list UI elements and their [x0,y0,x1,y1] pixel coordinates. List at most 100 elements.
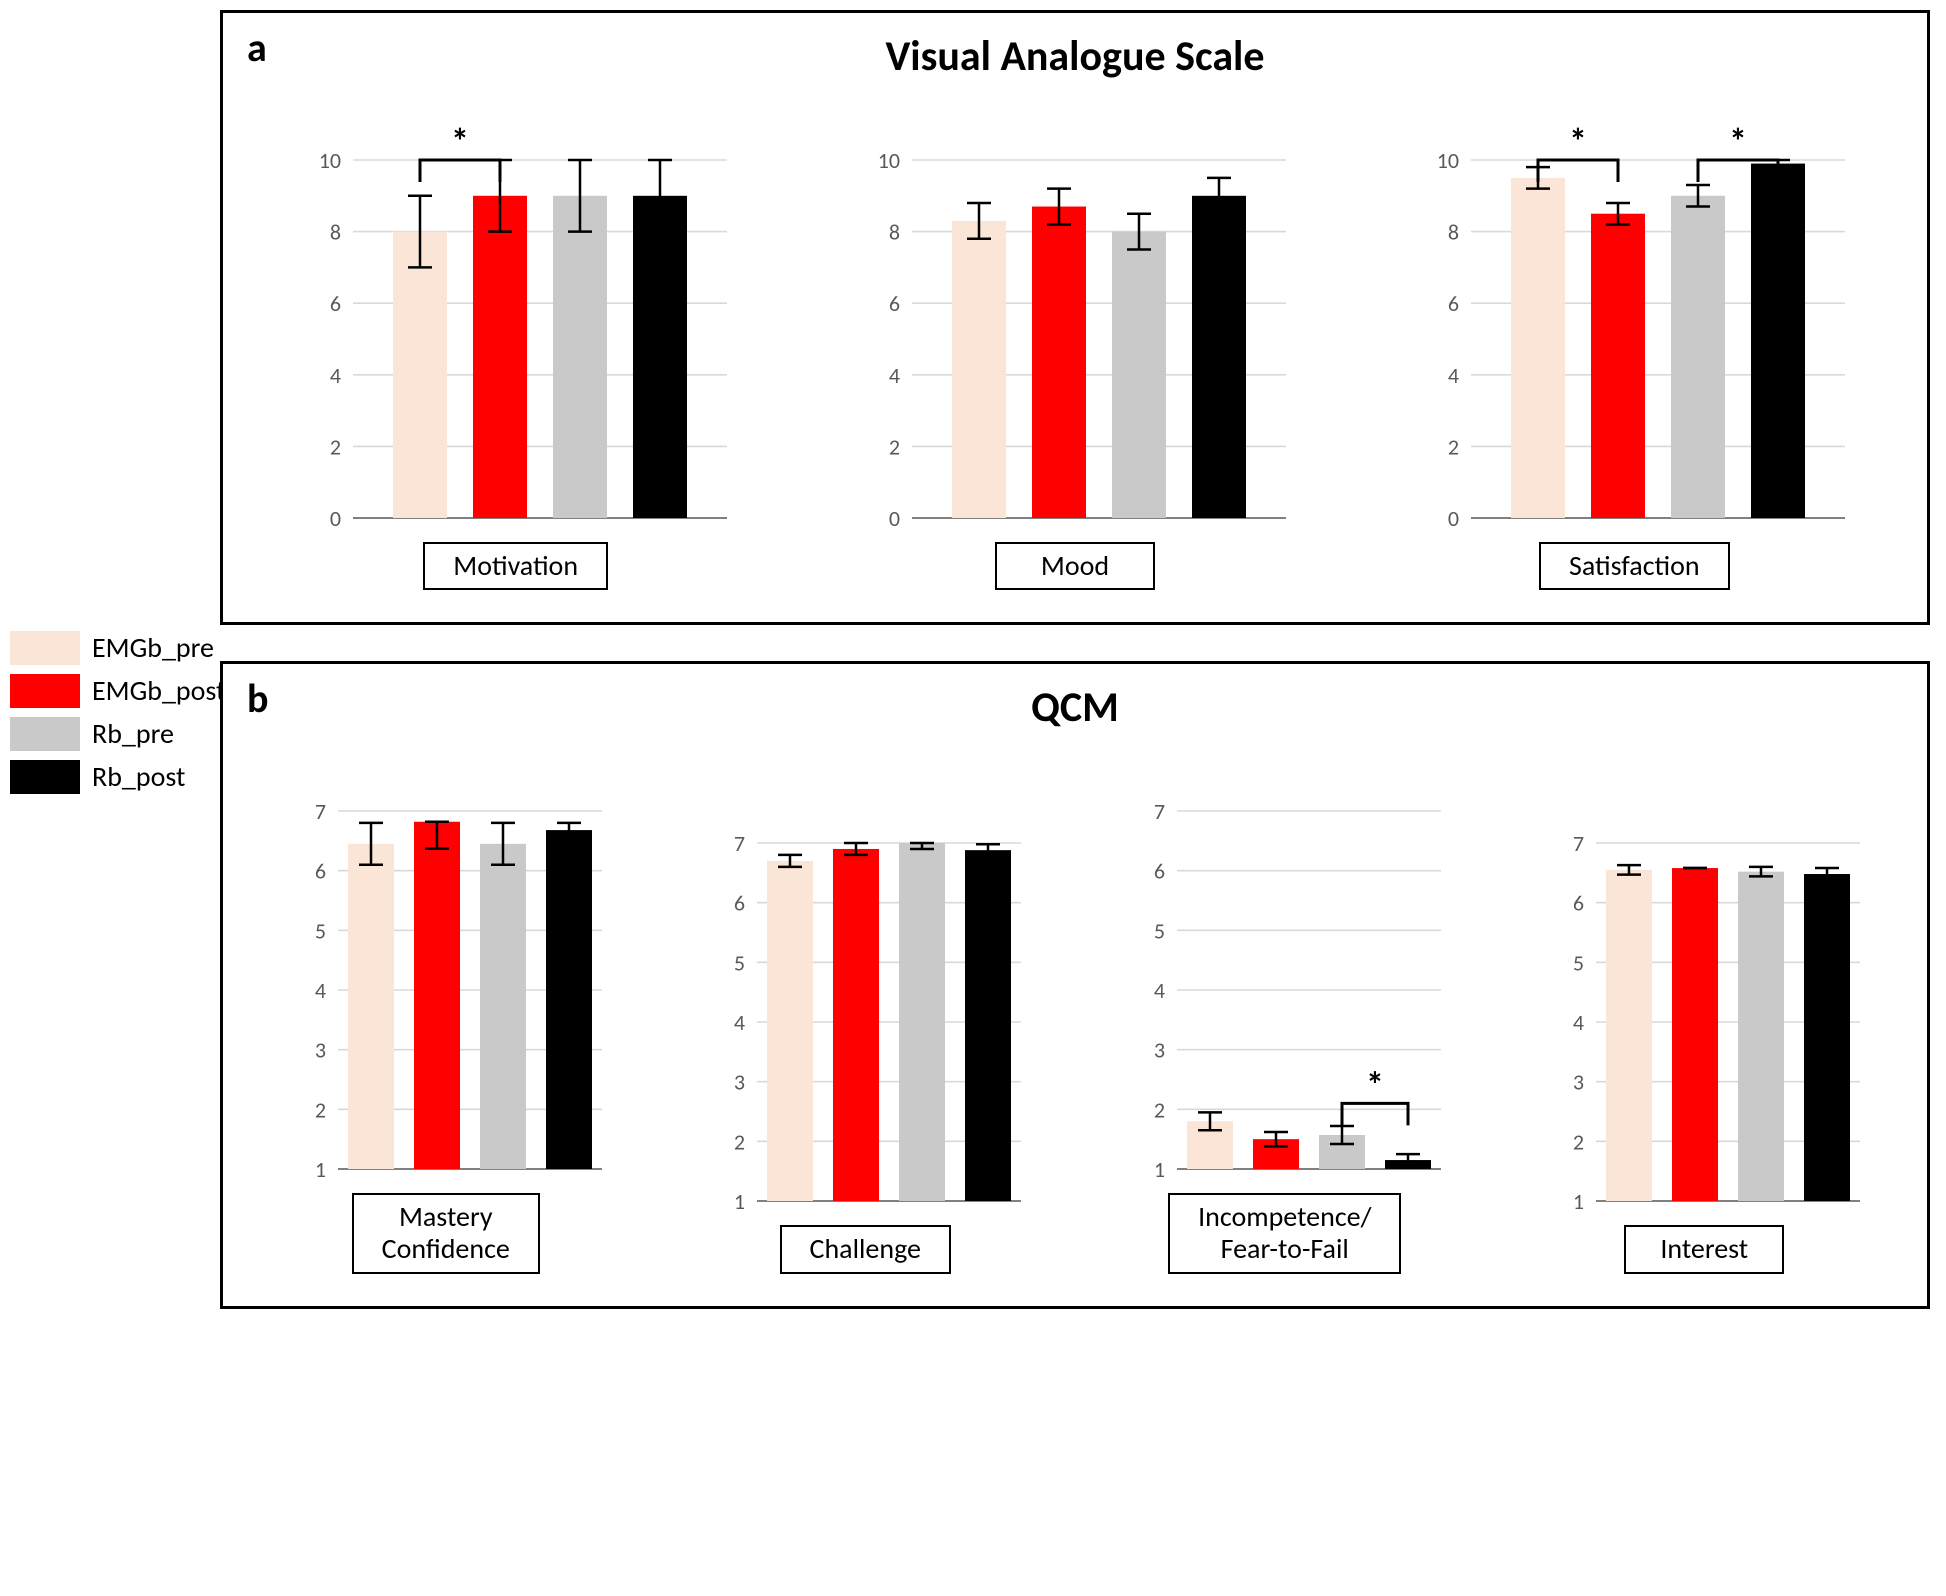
svg-text:1: 1 [315,1156,326,1183]
charts-row: 1 2 3 4 5 6 7 Mastery Confidence 1 2 3 4 5 6 7 Challeng… [241,747,1909,1273]
svg-text:10: 10 [878,147,900,174]
svg-text:0: 0 [1448,505,1459,532]
bar-chart: 0246810** [1409,96,1859,536]
svg-text:2: 2 [1448,433,1459,460]
svg-text:1: 1 [1154,1156,1165,1183]
svg-text:2: 2 [889,433,900,460]
legend-item: Rb_post [10,759,225,794]
svg-text:6: 6 [315,858,326,885]
chart-block: 0246810**Satisfaction [1409,96,1859,590]
svg-text:5: 5 [734,950,745,977]
bar [1192,196,1246,518]
panel-title: QCM [241,682,1909,733]
bar [952,221,1006,518]
chart-xlabel: Mood [995,542,1155,590]
bar-chart: 1 2 3 4 5 6 7 [695,779,1035,1219]
legend-item: Rb_pre [10,716,225,751]
bar-chart: 0246810 [850,96,1300,536]
legend-item: EMGb_pre [10,630,225,665]
svg-text:*: * [1569,120,1587,164]
svg-text:3: 3 [1573,1069,1584,1096]
legend-label: Rb_pre [92,716,174,751]
svg-text:6: 6 [330,290,341,317]
bar [553,196,607,518]
chart-xlabel: Interest [1624,1225,1784,1273]
svg-text:4: 4 [330,362,341,389]
bar-chart: 1234567 [1534,779,1874,1219]
bar [1591,214,1645,518]
panel-letter: a [247,23,267,72]
panels-area: aVisual Analogue Scale0246810*Motivation… [220,10,1930,1345]
svg-text:4: 4 [1448,362,1459,389]
bar [393,232,447,518]
svg-text:5: 5 [315,918,326,945]
svg-text:7: 7 [1573,830,1584,857]
svg-text:4: 4 [1154,977,1165,1004]
bar [965,851,1011,1202]
svg-text:5: 5 [1573,950,1584,977]
svg-text:10: 10 [318,147,340,174]
svg-text:4: 4 [315,977,326,1004]
bar [1032,207,1086,518]
legend-swatch [10,674,80,708]
bar [1804,874,1850,1201]
chart-block: 1234567*Incompetence/ Fear-to-Fail [1115,747,1455,1273]
bar [1112,232,1166,518]
bar [473,196,527,518]
svg-text:2: 2 [734,1129,745,1156]
chart-xlabel: Motivation [423,542,608,590]
svg-text:4: 4 [734,1009,745,1036]
bar [1751,164,1805,518]
bar [348,844,394,1169]
charts-row: 0246810*Motivation0246810Mood0246810**Sa… [241,96,1909,590]
svg-text:6: 6 [889,290,900,317]
chart-block: 0246810*Motivation [291,96,741,590]
svg-text:8: 8 [889,219,900,246]
svg-text:2: 2 [1573,1129,1584,1156]
svg-text:2: 2 [1154,1097,1165,1124]
svg-text:3: 3 [734,1069,745,1096]
svg-text:6: 6 [1448,290,1459,317]
legend: EMGb_pre EMGb_post Rb_pre Rb_post [10,630,225,802]
panel-title: Visual Analogue Scale [241,31,1909,82]
bar [1672,868,1718,1201]
bar [1738,872,1784,1201]
svg-text:*: * [1729,120,1747,164]
legend-swatch [10,631,80,665]
chart-xlabel: Challenge [780,1225,951,1273]
bar [767,861,813,1201]
svg-text:8: 8 [330,219,341,246]
chart-xlabel: Incompetence/ Fear-to-Fail [1168,1193,1401,1273]
svg-text:7: 7 [1154,798,1165,825]
svg-text:7: 7 [734,830,745,857]
svg-text:5: 5 [1154,918,1165,945]
legend-swatch [10,760,80,794]
chart-block: 0246810Mood [850,96,1300,590]
svg-text:6: 6 [734,890,745,917]
svg-text:3: 3 [315,1037,326,1064]
svg-text:0: 0 [889,505,900,532]
bar [833,849,879,1201]
panel-a: aVisual Analogue Scale 0 2 4 6 8 10 * Motivation… [220,10,1930,625]
bar [1511,178,1565,518]
legend-label: EMGb_post [92,673,225,708]
svg-text:*: * [451,120,469,164]
bar [414,822,460,1169]
svg-text:*: * [1366,1064,1384,1108]
chart-xlabel: Mastery Confidence [352,1193,540,1273]
svg-text:1: 1 [734,1188,745,1215]
chart-block: 1 2 3 4 5 6 7 Challenge [695,779,1035,1273]
bar [480,844,526,1169]
chart-block: 1234567Interest [1534,779,1874,1273]
svg-text:3: 3 [1154,1037,1165,1064]
panel-b: bQCM 1 2 3 4 5 6 7 Mastery Confidence 1 2 3 4 5 6 7 Chal… [220,661,1930,1308]
panel-letter: b [247,674,268,723]
svg-text:6: 6 [1573,890,1584,917]
bar [899,843,945,1201]
legend-label: Rb_post [92,759,185,794]
legend-swatch [10,717,80,751]
bar-chart: 1234567* [1115,747,1455,1187]
bar-chart: 0246810* [291,96,741,536]
svg-text:10: 10 [1437,147,1459,174]
bar-chart: 1234567 [276,747,616,1187]
